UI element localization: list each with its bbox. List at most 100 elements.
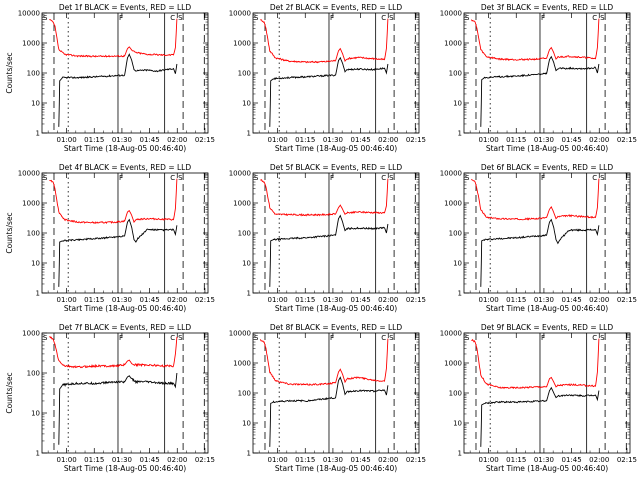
y-tick-label: 1000 <box>22 330 40 338</box>
events-series-line <box>480 386 600 447</box>
y-tick-label: 10 <box>242 100 251 108</box>
panel-2: Det 2f BLACK = Events, RED = LLD 1 10 100 10… <box>229 3 426 153</box>
lld-series-line <box>49 18 178 58</box>
x-tick-label: 02:15 <box>406 456 426 464</box>
y-tick-label: 10 <box>453 420 462 428</box>
x-tick-label: 02:15 <box>195 456 215 464</box>
y-axis-label: Counts/sec <box>5 52 14 93</box>
panel-title: Det 1f BLACK = Events, RED = LLD <box>59 3 192 12</box>
y-tick-label: 1 <box>458 130 462 138</box>
x-tick-label: 02:00 <box>378 136 398 144</box>
x-tick-label: 02:00 <box>378 296 398 304</box>
y-tick-label: 10000 <box>440 10 462 18</box>
lld-series-line <box>470 18 600 61</box>
x-axis-label: Start Time (18-Aug-05 00:46:40) <box>64 304 186 313</box>
y-tick-label: 10 <box>242 260 251 268</box>
x-tick-label: 01:45 <box>350 296 370 304</box>
y-tick-label: 100 <box>238 70 251 78</box>
y-tick-label: 100 <box>27 370 40 378</box>
x-tick-label: 01:00 <box>267 296 287 304</box>
marker-label-start: S <box>254 14 259 22</box>
panel-title: Det 2f BLACK = Events, RED = LLD <box>270 3 403 12</box>
panel-title: Det 7f BLACK = Events, RED = LLD <box>59 323 192 332</box>
x-tick-label: 01:00 <box>267 136 287 144</box>
x-tick-label: 02:15 <box>617 456 637 464</box>
x-axis-label: Start Time (18-Aug-05 00:46:40) <box>64 144 186 153</box>
x-tick-label: 01:45 <box>139 296 159 304</box>
x-tick-label: 01:00 <box>56 456 76 464</box>
x-tick-label: 02:00 <box>167 456 187 464</box>
marker-label-f: F <box>330 334 334 342</box>
x-tick-label: 01:30 <box>323 136 343 144</box>
y-tick-label: 10 <box>453 100 462 108</box>
y-tick-label: 10 <box>453 260 462 268</box>
x-tick-label: 01:45 <box>561 296 581 304</box>
y-tick-label: 100 <box>449 70 462 78</box>
y-tick-label: 1 <box>36 130 40 138</box>
x-tick-label: 02:00 <box>167 296 187 304</box>
x-tick-label: 02:15 <box>195 296 215 304</box>
marker-label-cs: CS <box>170 334 185 342</box>
marker-label-f: F <box>330 14 334 22</box>
panel-title: Det 8f BLACK = Events, RED = LLD <box>270 323 403 332</box>
y-tick-label: 100 <box>449 390 462 398</box>
marker-label-cs: CS <box>170 174 185 182</box>
y-tick-label: 1000 <box>233 40 251 48</box>
x-axis-label: Start Time (18-Aug-05 00:46:40) <box>275 464 397 473</box>
panel-title: Det 5f BLACK = Events, RED = LLD <box>270 163 403 172</box>
x-tick-label: 01:00 <box>56 296 76 304</box>
y-tick-label: 1 <box>247 130 251 138</box>
x-tick-label: 01:15 <box>506 456 526 464</box>
y-tick-label: 10000 <box>18 10 40 18</box>
marker-label-f: F <box>541 14 545 22</box>
events-series-line <box>58 218 178 287</box>
y-tick-label: 1 <box>458 450 462 458</box>
x-tick-label: 01:15 <box>295 456 315 464</box>
x-tick-label: 01:30 <box>323 296 343 304</box>
marker-label-start: S <box>465 174 470 182</box>
x-tick-label: 01:00 <box>478 456 498 464</box>
x-tick-label: 01:30 <box>534 296 554 304</box>
panel-title: Det 3f BLACK = Events, RED = LLD <box>481 3 614 12</box>
y-tick-label: 1 <box>247 450 251 458</box>
marker-label-start: S <box>465 334 470 342</box>
marker-label-cs: CS <box>592 334 607 342</box>
x-axis-label: Start Time (18-Aug-05 00:46:40) <box>275 144 397 153</box>
x-tick-label: 01:45 <box>139 456 159 464</box>
events-series-line <box>480 218 600 287</box>
x-tick-label: 01:30 <box>534 456 554 464</box>
x-tick-label: 02:00 <box>167 136 187 144</box>
marker-label-cs: CS <box>170 14 185 22</box>
marker-label-f: F <box>541 174 545 182</box>
marker-label-f: F <box>119 14 123 22</box>
y-tick-label: 1000 <box>22 40 40 48</box>
y-tick-label: 100 <box>238 390 251 398</box>
marker-label-cs: CS <box>381 14 396 22</box>
x-axis-label: Start Time (18-Aug-05 00:46:40) <box>486 304 608 313</box>
x-tick-label: 01:30 <box>112 136 132 144</box>
marker-label-cs: CS <box>592 14 607 22</box>
marker-label-start: S <box>43 334 48 342</box>
x-tick-label: 01:00 <box>267 456 287 464</box>
lld-series-line <box>471 338 600 390</box>
lld-series-line <box>471 178 600 221</box>
x-tick-label: 02:00 <box>378 456 398 464</box>
y-axis-label: Counts/sec <box>5 212 14 253</box>
marker-label-f: F <box>330 174 334 182</box>
y-tick-label: 10000 <box>229 10 251 18</box>
x-tick-label: 01:45 <box>350 456 370 464</box>
events-series-line <box>480 55 600 127</box>
y-tick-label: 1 <box>36 290 40 298</box>
y-tick-label: 1 <box>36 450 40 458</box>
marker-label-cs: CS <box>381 334 396 342</box>
panel-3: Det 3f BLACK = Events, RED = LLD 1 10 100 10… <box>440 3 637 153</box>
marker-label-cs: CS <box>381 174 396 182</box>
y-tick-label: 1000 <box>22 200 40 208</box>
x-axis-label: Start Time (18-Aug-05 00:46:40) <box>486 144 608 153</box>
x-tick-label: 01:15 <box>295 136 315 144</box>
y-tick-label: 1 <box>247 290 251 298</box>
y-tick-label: 10000 <box>440 330 462 338</box>
panel-5: Det 5f BLACK = Events, RED = LLD 1 10 100 10… <box>229 163 426 313</box>
y-tick-label: 10 <box>31 260 40 268</box>
